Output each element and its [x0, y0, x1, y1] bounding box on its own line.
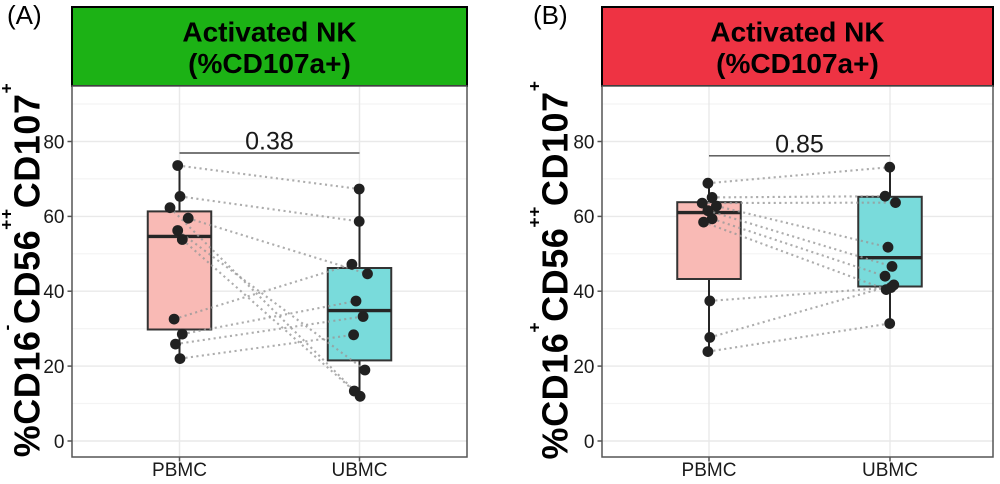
- svg-text:0: 0: [584, 432, 595, 453]
- svg-text:(%CD107a+): (%CD107a+): [188, 48, 351, 79]
- svg-text:UBMC: UBMC: [332, 460, 388, 481]
- svg-text:PBMC: PBMC: [152, 460, 207, 481]
- svg-text:(B): (B): [533, 0, 568, 30]
- svg-text:0.38: 0.38: [245, 128, 294, 156]
- svg-text:0: 0: [54, 432, 65, 453]
- svg-text:60: 60: [573, 207, 594, 228]
- svg-text:0.85: 0.85: [775, 131, 824, 159]
- svg-text:60: 60: [43, 207, 64, 228]
- svg-text:20: 20: [573, 357, 594, 378]
- svg-text:(A): (A): [7, 0, 42, 30]
- svg-text:%CD16-CD56++CD107+: %CD16-CD56++CD107+: [0, 83, 48, 458]
- svg-text:20: 20: [43, 357, 64, 378]
- svg-text:UBMC: UBMC: [862, 460, 918, 481]
- svg-text:Activated NK: Activated NK: [710, 17, 884, 48]
- svg-text:80: 80: [43, 132, 64, 153]
- svg-text:(%CD107a+): (%CD107a+): [716, 48, 879, 79]
- svg-text:PBMC: PBMC: [682, 460, 737, 481]
- svg-text:40: 40: [43, 282, 64, 303]
- svg-text:40: 40: [573, 282, 594, 303]
- svg-text:80: 80: [573, 132, 594, 153]
- svg-text:Activated NK: Activated NK: [182, 17, 356, 48]
